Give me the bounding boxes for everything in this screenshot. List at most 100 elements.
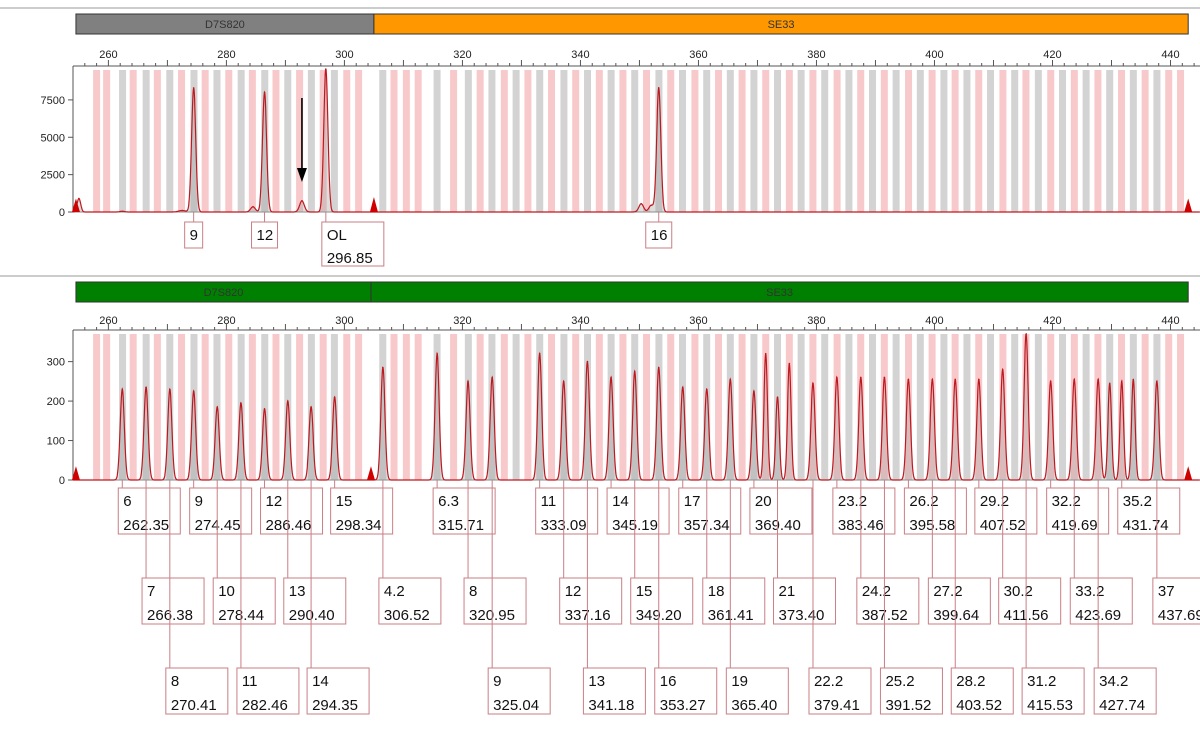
peak-mark[interactable] [1001, 368, 1004, 371]
allele-label[interactable]: 13 290.40 [283, 577, 347, 625]
peak-mark[interactable] [657, 87, 660, 89]
peak-mark[interactable] [145, 386, 147, 389]
peak-mark[interactable] [325, 69, 327, 71]
allele-label[interactable]: 6.3 315.71 [432, 487, 496, 535]
allele-label[interactable]: 21 373.40 [773, 577, 837, 625]
allele-label[interactable]: 12 286.46 [260, 487, 324, 535]
allele-label[interactable]: 14 294.35 [306, 667, 370, 715]
allele-label[interactable]: 31.2 415.53 [1021, 667, 1085, 715]
peak-mark[interactable] [836, 376, 838, 379]
allele-label[interactable]: 13 341.18 [582, 667, 646, 715]
peak-mark[interactable] [776, 396, 779, 398]
peak-mark[interactable] [121, 210, 124, 213]
peak-mark[interactable] [883, 376, 886, 379]
peak-mark[interactable] [907, 378, 910, 381]
peak-mark[interactable] [310, 406, 312, 408]
peak-mark[interactable] [78, 197, 80, 200]
peak-mark[interactable] [286, 400, 289, 402]
peak-mark[interactable] [610, 376, 612, 379]
allele-label[interactable]: 9 [184, 221, 204, 249]
peak-mark[interactable] [1120, 380, 1123, 383]
allele-label[interactable]: OL 296.85 [321, 221, 385, 267]
peak-mark[interactable] [1097, 378, 1099, 381]
allele-label[interactable]: 27.2 399.64 [927, 577, 991, 625]
peak-mark[interactable] [1156, 380, 1158, 383]
peak-mark[interactable] [436, 352, 438, 355]
peak-mark[interactable] [812, 382, 814, 385]
peak-mark[interactable] [681, 386, 684, 389]
peak-mark[interactable] [1108, 382, 1111, 385]
peak-mark[interactable] [263, 408, 266, 410]
peak-mark[interactable] [192, 390, 195, 393]
peak-mark[interactable] [931, 378, 934, 381]
peak-mark[interactable] [562, 380, 565, 383]
peak-mark[interactable] [640, 202, 643, 205]
allele-label[interactable]: 16 353.27 [654, 667, 718, 715]
allele-label[interactable]: 22.2 379.41 [808, 667, 872, 715]
peak-mark[interactable] [1073, 378, 1076, 381]
allele-label[interactable]: 37 437.69 [1152, 577, 1200, 625]
peak-mark[interactable] [252, 205, 254, 208]
peak-mark[interactable] [121, 388, 124, 391]
peak-mark[interactable] [263, 91, 266, 94]
peak-mark[interactable] [1025, 333, 1027, 335]
peak-mark[interactable] [467, 380, 469, 383]
marker-bar-se33[interactable] [370, 281, 1189, 303]
peak-mark[interactable] [650, 204, 653, 207]
peak-mark[interactable] [192, 87, 195, 89]
peak-mark[interactable] [1132, 378, 1135, 381]
peak-mark[interactable] [633, 370, 636, 373]
peak-mark[interactable] [954, 378, 957, 381]
peak-mark[interactable] [729, 378, 732, 381]
allele-label[interactable]: 19 365.40 [725, 667, 789, 715]
peak-mark[interactable] [1049, 380, 1052, 383]
peak-mark[interactable] [705, 388, 708, 391]
peak-mark[interactable] [169, 388, 171, 391]
peak-mark[interactable] [538, 352, 541, 355]
allele-label[interactable]: 9 325.04 [487, 667, 551, 715]
peak-mark[interactable] [978, 378, 980, 381]
peak-mark[interactable] [788, 362, 791, 365]
peak-mark[interactable] [753, 390, 755, 393]
peak-mark[interactable] [333, 396, 336, 398]
peak-mark[interactable] [240, 402, 242, 404]
peak-mark[interactable] [586, 360, 589, 363]
peak-mark[interactable] [491, 376, 493, 379]
allele-label[interactable]: 25.2 391.52 [879, 667, 943, 715]
allele-label[interactable]: 8 270.41 [165, 667, 229, 715]
allele-label[interactable]: 11 282.46 [236, 667, 300, 715]
peak-mark[interactable] [657, 366, 660, 369]
allele-label[interactable]: 4.2 306.52 [378, 577, 442, 625]
marker-bar-se33[interactable] [373, 13, 1189, 35]
allele-label[interactable]: 28.2 403.52 [950, 667, 1014, 715]
peak-mark[interactable] [764, 352, 767, 355]
allele-label[interactable]: 16 [645, 221, 673, 249]
peak-mark[interactable] [382, 366, 384, 369]
allele-label[interactable]: 34.2 427.74 [1093, 667, 1157, 715]
allele-label[interactable]: 35.2 431.74 [1117, 487, 1181, 535]
peak-mark[interactable] [301, 199, 303, 202]
peak-mark[interactable] [860, 376, 862, 379]
peak-mark[interactable] [216, 406, 219, 408]
peak-mark[interactable] [181, 209, 183, 212]
allele-label[interactable]: 15 298.34 [330, 487, 394, 535]
